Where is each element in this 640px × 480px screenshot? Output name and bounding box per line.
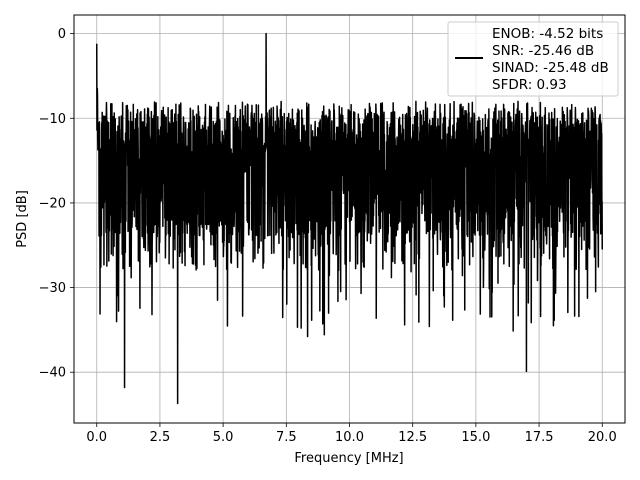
legend-box <box>447 21 619 97</box>
y-tick-label: 0 <box>58 27 66 42</box>
y-tick-label: −40 <box>39 366 66 381</box>
legend-snr: SNR: -25.46 dB <box>492 43 594 59</box>
legend: ENOB: -4.52 bits SNR: -25.46 dB SINAD: -… <box>447 21 619 97</box>
series-group <box>96 32 603 405</box>
y-tick-label: −30 <box>39 281 66 296</box>
x-tick-label: 17.5 <box>525 430 554 445</box>
legend-enob: ENOB: -4.52 bits <box>492 26 603 42</box>
x-axis-label: Frequency [MHz] <box>294 451 403 466</box>
x-tick-label: 5.0 <box>213 430 234 445</box>
legend-sinad: SINAD: -25.48 dB <box>492 60 609 76</box>
x-tick-label: 2.5 <box>150 430 171 445</box>
x-tick-label: 0.0 <box>86 430 107 445</box>
y-axis: 0 −10 −20 −30 −40 <box>39 27 74 381</box>
y-tick-label: −20 <box>39 196 66 211</box>
x-tick-label: 20.0 <box>588 430 617 445</box>
x-tick-label: 15.0 <box>461 430 490 445</box>
x-axis: 0.0 2.5 5.0 7.5 10.0 12.5 15.0 17.5 20.0 <box>86 423 617 445</box>
y-tick-label: −10 <box>39 112 66 127</box>
x-tick-label: 7.5 <box>276 430 297 445</box>
legend-sfdr: SFDR: 0.93 <box>492 77 567 93</box>
psd-line <box>96 32 603 405</box>
x-tick-label: 10.0 <box>335 430 364 445</box>
y-axis-label: PSD [dB] <box>15 190 30 248</box>
x-tick-label: 12.5 <box>398 430 427 445</box>
